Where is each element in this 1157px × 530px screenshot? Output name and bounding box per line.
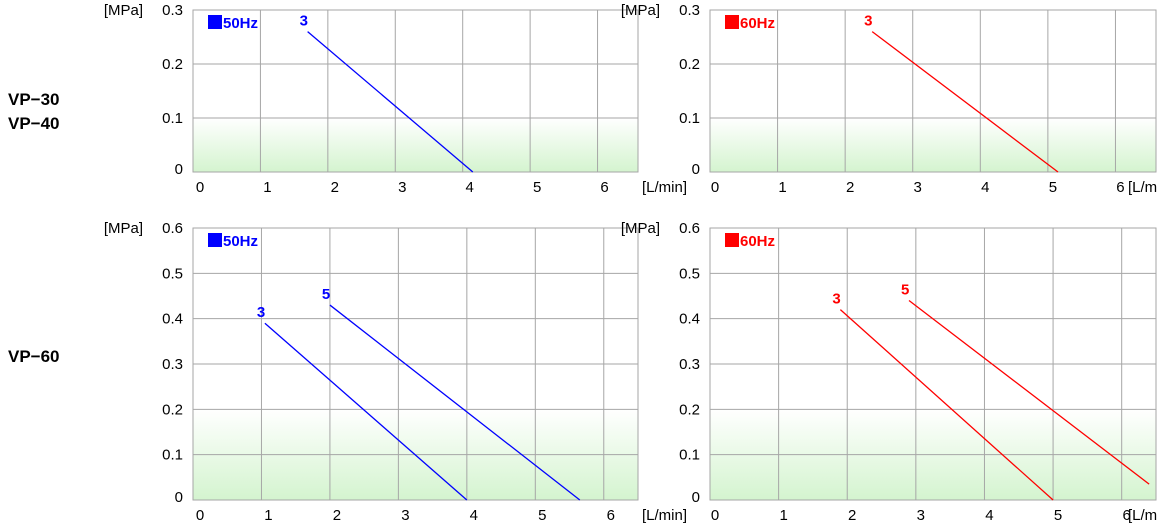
x-tick-label: 6 — [1123, 507, 1131, 524]
x-tick-label: 4 — [466, 179, 474, 196]
y-tick-label: 0.6 — [679, 220, 700, 237]
plot-frame — [709, 227, 1157, 501]
x-tick-label: 1 — [779, 507, 787, 524]
y-axis-unit: [MPa] — [621, 2, 660, 19]
y-tick-label: 0.5 — [679, 265, 700, 282]
legend-swatch — [725, 233, 739, 247]
x-tick-label: 3 — [398, 179, 406, 196]
x-tick-label: 5 — [533, 179, 541, 196]
x-tick-label: 6 — [1116, 179, 1124, 196]
chart-3: 0123456[L/min]00.10.20.30.40.50.6[MPa]60… — [621, 220, 1157, 524]
model-line: VP−40 — [8, 114, 60, 133]
x-tick-label: 0 — [196, 507, 204, 524]
y-tick-label: 0.2 — [162, 56, 183, 73]
x-tick-label: 1 — [778, 179, 786, 196]
x-tick-label: 2 — [846, 179, 854, 196]
y-axis-unit: [MPa] — [621, 220, 660, 237]
series-label-3: 3 — [832, 291, 840, 308]
series-label-3: 3 — [864, 13, 872, 30]
series-line-3 — [264, 322, 468, 501]
x-axis-unit: [L/min] — [1128, 179, 1157, 196]
model-line: VP−60 — [8, 347, 60, 366]
y-tick-label: 0.1 — [162, 110, 183, 127]
x-tick-label: 2 — [331, 179, 339, 196]
x-tick-label: 1 — [263, 179, 271, 196]
x-tick-label: 4 — [981, 179, 989, 196]
legend-label: 50Hz — [223, 15, 258, 32]
series-label-5: 5 — [901, 282, 909, 299]
x-tick-label: 2 — [848, 507, 856, 524]
y-tick-label: 0.2 — [679, 56, 700, 73]
plot-frame — [192, 227, 639, 501]
y-tick-label: 0.4 — [162, 311, 183, 328]
y-tick-label: 0.5 — [162, 265, 183, 282]
y-tick-label: 0 — [692, 489, 700, 506]
x-axis-unit: [L/min] — [642, 507, 687, 524]
series-label-3: 3 — [300, 13, 308, 30]
y-axis-unit: [MPa] — [104, 2, 143, 19]
plot-fill — [710, 118, 1156, 172]
plot-frame — [192, 9, 639, 173]
x-tick-label: 5 — [1049, 179, 1057, 196]
x-tick-label: 3 — [917, 507, 925, 524]
chart-0: 0 1 2 3 4 5 6 [L/min] 0 0.1 0.2 0.3 [MPa] 50Hz 3 — [104, 2, 687, 196]
y-tick-label: 0.3 — [679, 356, 700, 373]
series-line-3 — [871, 31, 1059, 173]
y-tick-label: 0.2 — [162, 401, 183, 418]
x-tick-label: 6 — [607, 507, 615, 524]
x-tick-label: 4 — [470, 507, 478, 524]
y-tick-label: 0.3 — [162, 2, 183, 19]
x-axis-unit: [L/min] — [642, 179, 687, 196]
legend-label: 60Hz — [740, 233, 775, 250]
y-tick-label: 0 — [175, 161, 183, 178]
y-tick-label: 0 — [175, 489, 183, 506]
y-tick-label: 0.4 — [679, 311, 700, 328]
y-tick-label: 0.2 — [679, 401, 700, 418]
series-line-5 — [329, 304, 581, 501]
model-label-vp60: VP−60 — [8, 345, 60, 369]
plot-fill — [193, 118, 638, 172]
x-tick-label: 4 — [985, 507, 993, 524]
y-tick-label: 0.6 — [162, 220, 183, 237]
x-tick-label: 2 — [333, 507, 341, 524]
legend-swatch — [208, 233, 222, 247]
x-tick-label: 1 — [264, 507, 272, 524]
x-tick-label: 3 — [914, 179, 922, 196]
chart-2: 0 1 2 3 4 5 6 [L/min] 0 0.1 0.2 0.3 0.4 0.5 0.6 [MPa] 50… — [104, 220, 687, 524]
legend-label: 50Hz — [223, 233, 258, 250]
y-tick-label: 0.1 — [679, 447, 700, 464]
x-tick-label: 0 — [711, 507, 719, 524]
x-tick-label: 0 — [196, 179, 204, 196]
x-tick-label: 0 — [711, 179, 719, 196]
series-line-5 — [908, 300, 1150, 485]
x-tick-label: 5 — [538, 507, 546, 524]
series-label-3: 3 — [257, 304, 265, 321]
legend-swatch — [208, 15, 222, 29]
y-tick-label: 0.3 — [679, 2, 700, 19]
y-tick-label: 0.1 — [679, 110, 700, 127]
x-tick-label: 6 — [600, 179, 608, 196]
y-axis-unit: [MPa] — [104, 220, 143, 237]
series-line-3 — [307, 31, 474, 173]
series-line-3 — [839, 309, 1054, 501]
x-axis-unit: [L/min] — [1128, 507, 1157, 524]
legend-label: 60Hz — [740, 15, 775, 32]
series-label-5: 5 — [322, 286, 330, 303]
model-line: VP−30 — [8, 90, 60, 109]
y-tick-label: 0 — [692, 161, 700, 178]
y-tick-label: 0.1 — [162, 447, 183, 464]
model-label-vp30-vp40: VP−30 VP−40 — [8, 88, 60, 136]
y-tick-label: 0.3 — [162, 356, 183, 373]
plot-frame — [709, 9, 1157, 173]
x-tick-label: 5 — [1054, 507, 1062, 524]
legend-swatch — [725, 15, 739, 29]
x-tick-label: 3 — [401, 507, 409, 524]
